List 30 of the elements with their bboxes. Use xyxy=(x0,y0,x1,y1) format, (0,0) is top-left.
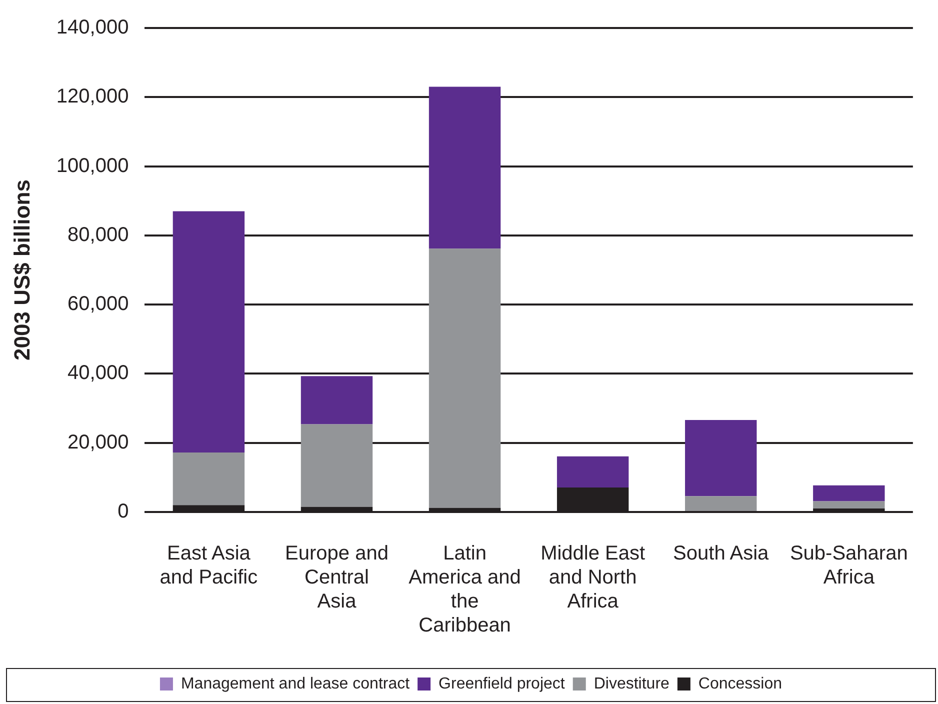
legend-label: Concession xyxy=(698,675,782,692)
y-axis-title: 2003 US$ billions xyxy=(9,180,34,360)
legend-label: Greenfield project xyxy=(438,675,566,692)
x-tick-label: South Asia xyxy=(673,542,770,565)
x-tick-label: East Asia and Pacific xyxy=(160,542,258,589)
y-tick-label: 100,000 xyxy=(56,154,129,177)
bar xyxy=(300,376,373,424)
bar xyxy=(172,452,245,506)
y-tick-label: 20,000 xyxy=(68,431,129,454)
bar xyxy=(813,485,885,502)
bar xyxy=(813,501,885,509)
x-tick-label: Middle East and North Africa xyxy=(540,542,646,613)
bar xyxy=(428,248,501,508)
legend-label: Divestiture xyxy=(594,675,670,692)
x-tick-label: Latin America and the Caribbean xyxy=(408,542,521,637)
y-tick-label: 40,000 xyxy=(68,362,129,384)
y-tick-label: 0 xyxy=(118,500,129,523)
y-tick-label: 120,000 xyxy=(56,86,129,108)
bar xyxy=(685,420,757,496)
y-tick-label: 140,000 xyxy=(56,16,129,39)
bar xyxy=(172,211,245,453)
y-tick-label: 80,000 xyxy=(68,224,129,246)
bar xyxy=(685,496,757,511)
y-tick-label: 60,000 xyxy=(68,293,129,316)
x-tick-label: Sub-Saharan Africa xyxy=(790,542,908,589)
bar xyxy=(300,424,373,507)
bar xyxy=(556,456,629,488)
legend-label: Management and lease contract xyxy=(180,675,410,692)
x-tick-label: Europe and Central Asia xyxy=(285,542,388,613)
bar xyxy=(428,86,501,249)
